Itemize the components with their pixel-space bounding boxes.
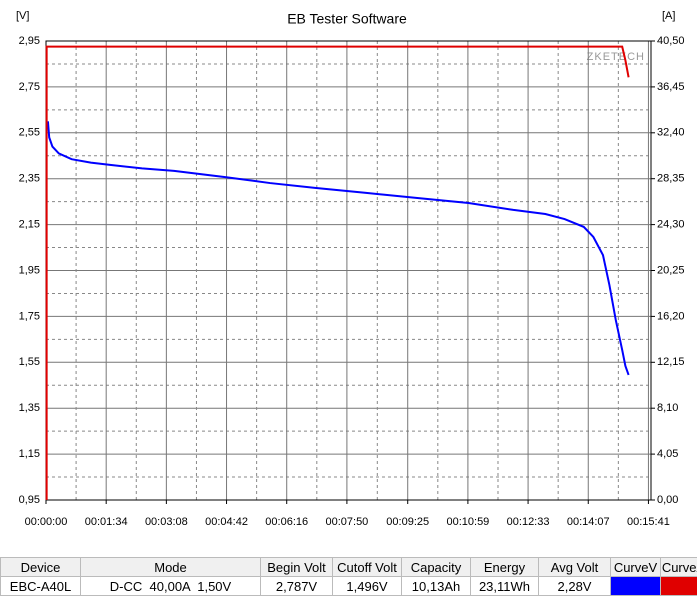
y2-axis-label: [A] <box>662 10 675 22</box>
header-cell: Begin Volt <box>260 557 333 577</box>
y2-tick-label: 16,20 <box>657 310 685 322</box>
y2-tick-label: 40,50 <box>657 35 685 47</box>
x-tick-label: 00:07:50 <box>325 516 368 528</box>
data-cell: 1,496V <box>332 576 402 596</box>
x-tick-label: 00:12:33 <box>507 516 550 528</box>
y-tick-label: 2,75 <box>19 81 40 93</box>
y-tick-label: 2,55 <box>19 127 40 139</box>
y2-tick-label: 0,00 <box>657 494 678 506</box>
header-cell: Mode <box>80 557 261 577</box>
data-cell: 10,13Ah <box>401 576 471 596</box>
x-tick-label: 00:10:59 <box>446 516 489 528</box>
x-tick-label: 00:03:08 <box>145 516 188 528</box>
chart: EB Tester Software [V] [A] ZKETECH 0,95 1… <box>16 10 685 528</box>
data-row: EBC-A40L D-CC 40,00A 1,50V 2,787V 1,496V 10,… <box>0 576 697 596</box>
y-tick-label: 1,35 <box>19 402 40 414</box>
data-line <box>45 45 630 500</box>
curve-swatch <box>610 576 661 596</box>
y-tick-label: 2,15 <box>19 219 40 231</box>
y-tick-label: 1,55 <box>19 356 40 368</box>
data-cell: 2,28V <box>538 576 611 596</box>
summary-table: Device Mode Begin Volt Cutoff Volt Capacity E… <box>0 557 697 596</box>
header-cell: Capacity <box>401 557 471 577</box>
x-tick-label: 00:15:41 <box>627 516 670 528</box>
y2-tick-label: 12,15 <box>657 356 685 368</box>
watermark: ZKETECH <box>587 51 645 63</box>
header-cell: Energy <box>470 557 539 577</box>
curve-swatch <box>660 576 697 596</box>
x-tick-label: 00:01:34 <box>85 516 128 528</box>
header-row: Device Mode Begin Volt Cutoff Volt Capacity E… <box>0 557 697 577</box>
chart-title: EB Tester Software <box>287 11 407 27</box>
x-tick-label: 00:09:25 <box>386 516 429 528</box>
y2-tick-label: 24,30 <box>657 219 685 231</box>
data-cell: 23,11Wh <box>470 576 539 596</box>
y-tick-label: 1,15 <box>19 448 40 460</box>
x-tick-label: 00:04:42 <box>205 516 248 528</box>
data-cell: EBC-A40L <box>0 576 81 596</box>
x-tick-label: 00:14:07 <box>567 516 610 528</box>
y-tick-label: 1,95 <box>19 264 40 276</box>
data-cell: 2,787V <box>260 576 333 596</box>
header-cell: Cutoff Volt <box>332 557 402 577</box>
y-axis-label: [V] <box>16 10 29 22</box>
header-cell: Avg Volt <box>538 557 611 577</box>
y-tick-label: 0,95 <box>19 494 40 506</box>
y2-tick-label: 36,45 <box>657 81 685 93</box>
x-tick-label: 00:00:00 <box>25 516 68 528</box>
y2-tick-label: 20,25 <box>657 264 685 276</box>
data-line <box>46 121 630 376</box>
y2-tick-label: 4,05 <box>657 448 678 460</box>
y-tick-label: 1,75 <box>19 310 40 322</box>
header-cell: CurveA <box>660 557 697 577</box>
header-cell: CurveV <box>610 557 661 577</box>
y2-tick-label: 8,10 <box>657 402 678 414</box>
y2-tick-label: 28,35 <box>657 173 685 185</box>
y2-tick-label: 32,40 <box>657 127 685 139</box>
header-cell: Device <box>0 557 81 577</box>
data-cell: D-CC 40,00A 1,50V <box>80 576 261 596</box>
y-tick-label: 2,95 <box>19 35 40 47</box>
y-tick-label: 2,35 <box>19 173 40 185</box>
x-tick-label: 00:06:16 <box>265 516 308 528</box>
